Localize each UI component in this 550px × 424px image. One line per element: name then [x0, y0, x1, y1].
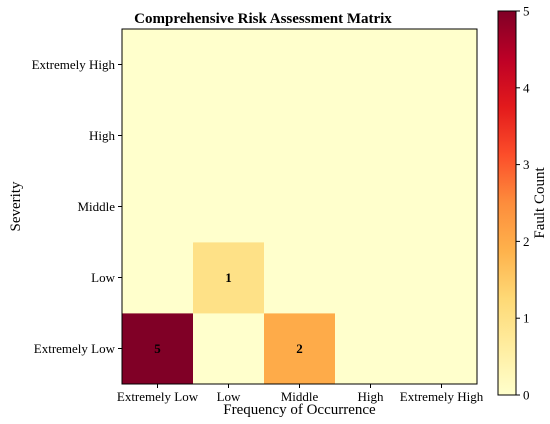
heatmap-cell	[122, 100, 194, 172]
y-tick-label: Extremely Low	[34, 341, 116, 356]
heatmap-cell	[122, 313, 194, 385]
heatmap-cells	[122, 29, 478, 385]
colorbar-tick-label: 3	[523, 157, 530, 172]
heatmap-cell	[193, 100, 265, 172]
heatmap-cell	[264, 100, 336, 172]
heatmap-cell	[193, 29, 265, 101]
heatmap-cell	[264, 242, 336, 314]
x-axis-ticks: Extremely Low Low Middle High Extremely High	[117, 384, 484, 404]
heatmap-cell	[335, 29, 407, 101]
heatmap-cell-labels: 5 2 1	[154, 270, 303, 356]
colorbar-tick-label: 1	[523, 311, 530, 326]
y-axis-ticks: Extremely Low Low Middle High Extremely High	[32, 57, 122, 356]
heatmap-cell	[406, 313, 478, 385]
heatmap-cell	[406, 171, 478, 243]
heatmap-cell	[406, 242, 478, 314]
colorbar-ticks: 0 1 2 3 4 5	[516, 4, 530, 403]
heatmap-cell	[122, 29, 194, 101]
colorbar-tick-label: 0	[523, 388, 530, 403]
y-axis-label: Severity	[8, 181, 24, 231]
x-tick-label: High	[358, 389, 385, 404]
x-tick-label: Extremely Low	[117, 389, 199, 404]
heatmap-cell	[122, 171, 194, 243]
heatmap-cell	[264, 29, 336, 101]
heatmap-cell	[335, 313, 407, 385]
cell-value-label: 1	[225, 270, 232, 285]
colorbar-tick-label: 2	[523, 234, 530, 249]
heatmap-cell	[193, 171, 265, 243]
y-tick-label: High	[89, 128, 116, 143]
heatmap-cell	[193, 242, 265, 314]
colorbar-label: Fault Count	[532, 167, 548, 239]
y-tick-label: Low	[91, 270, 115, 285]
y-tick-label: Middle	[77, 199, 115, 214]
x-axis-label: Frequency of Occurrence	[223, 402, 376, 418]
colorbar-tick-label: 4	[523, 80, 530, 95]
y-tick-label: Extremely High	[32, 57, 116, 72]
x-tick-label: Extremely High	[400, 389, 484, 404]
heatmap-cell	[193, 313, 265, 385]
cell-value-label: 2	[296, 341, 303, 356]
colorbar	[497, 10, 517, 396]
heatmap-cell	[264, 313, 336, 385]
heatmap-cell	[264, 171, 336, 243]
colorbar-tick-label: 5	[523, 4, 530, 19]
heatmap-cell	[406, 29, 478, 101]
heatmap-cell	[335, 242, 407, 314]
heatmap-cell	[122, 242, 194, 314]
cell-value-label: 5	[154, 341, 161, 356]
heatmap-cell	[406, 100, 478, 172]
x-tick-label: Middle	[281, 389, 319, 404]
x-tick-label: Low	[217, 389, 241, 404]
heatmap-cell	[335, 100, 407, 172]
chart-title: Comprehensive Risk Assessment Matrix	[134, 11, 392, 27]
heatmap-cell	[335, 171, 407, 243]
